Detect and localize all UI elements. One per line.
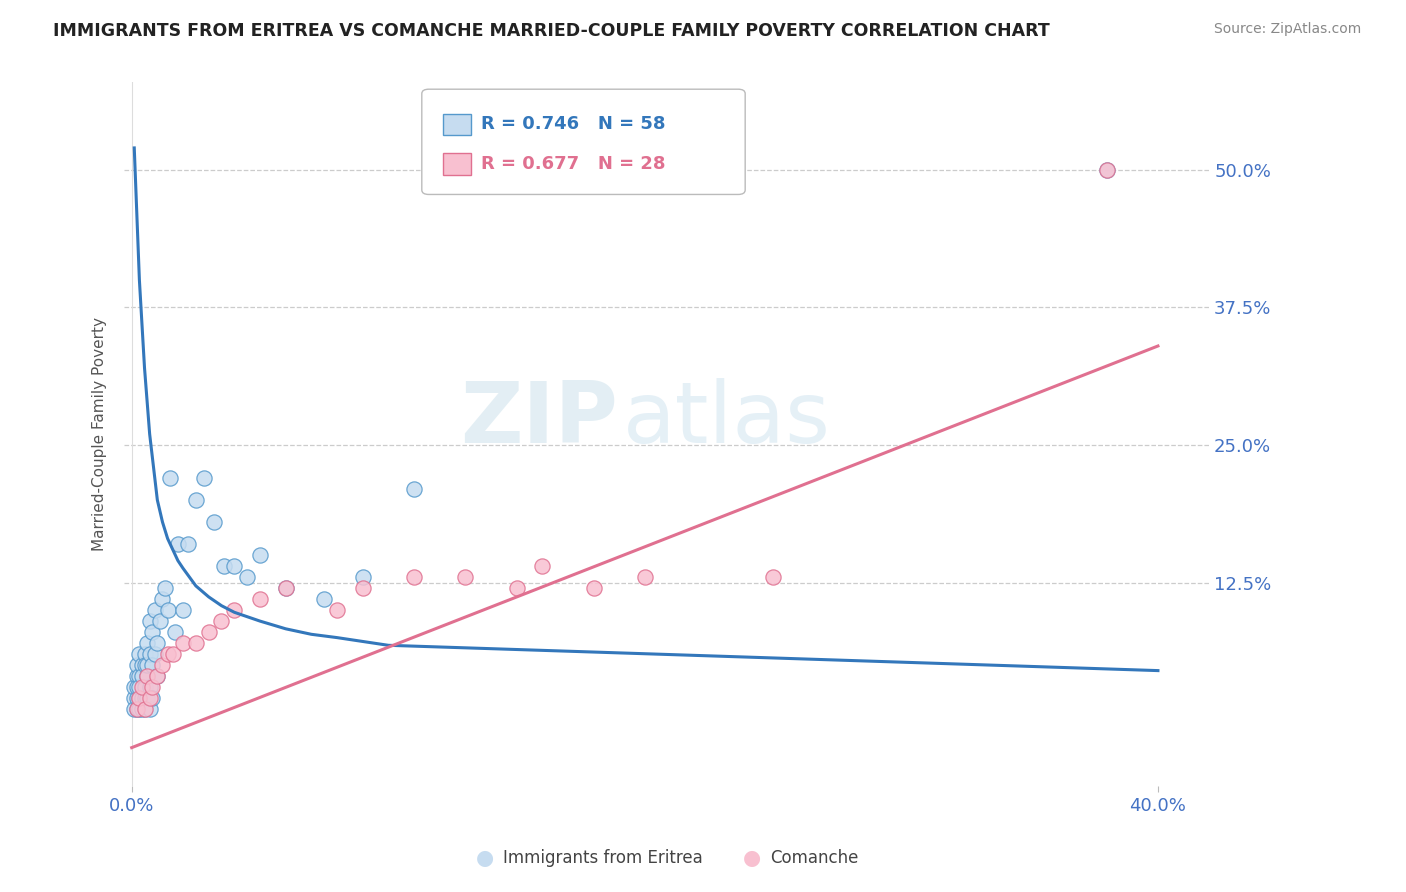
Text: ZIP: ZIP xyxy=(460,378,617,461)
Point xyxy=(141,625,163,640)
Point xyxy=(146,636,169,650)
Point xyxy=(128,691,150,706)
Text: Source: ZipAtlas.com: Source: ZipAtlas.com xyxy=(1213,22,1361,37)
Point xyxy=(634,570,657,584)
Point xyxy=(143,603,166,617)
Point xyxy=(193,471,215,485)
Point xyxy=(136,691,159,706)
Point xyxy=(138,680,160,694)
Point xyxy=(224,559,246,574)
Point xyxy=(131,680,153,694)
Point xyxy=(125,702,148,716)
Y-axis label: Married-Couple Family Poverty: Married-Couple Family Poverty xyxy=(93,317,107,551)
Point xyxy=(1095,163,1118,178)
Point xyxy=(352,581,374,595)
Point xyxy=(128,702,150,716)
Point xyxy=(146,669,169,683)
Point xyxy=(125,669,148,683)
Point xyxy=(249,548,271,562)
Point xyxy=(156,603,179,617)
Point xyxy=(402,482,425,496)
Point xyxy=(125,680,148,694)
Point xyxy=(274,581,297,595)
Point xyxy=(141,691,163,706)
Point xyxy=(152,592,174,607)
Point xyxy=(146,669,169,683)
Point xyxy=(454,570,477,584)
Point xyxy=(136,658,159,673)
Point xyxy=(136,669,159,683)
Text: R = 0.677   N = 28: R = 0.677 N = 28 xyxy=(481,155,665,173)
Point xyxy=(326,603,349,617)
Point xyxy=(138,691,160,706)
Point xyxy=(162,647,184,661)
Point xyxy=(134,658,156,673)
Point xyxy=(352,570,374,584)
Point xyxy=(131,669,153,683)
Point xyxy=(224,603,246,617)
Point xyxy=(131,702,153,716)
Point xyxy=(402,570,425,584)
Point xyxy=(131,691,153,706)
Point xyxy=(172,603,194,617)
Point xyxy=(1095,163,1118,178)
Text: Immigrants from Eritrea: Immigrants from Eritrea xyxy=(503,849,703,867)
Point xyxy=(762,570,785,584)
Point xyxy=(136,636,159,650)
Point xyxy=(202,515,225,529)
Text: R = 0.746   N = 58: R = 0.746 N = 58 xyxy=(481,115,665,134)
Point xyxy=(505,581,527,595)
Point xyxy=(138,702,160,716)
Point xyxy=(131,658,153,673)
Text: ●: ● xyxy=(477,848,494,868)
Point xyxy=(249,592,271,607)
Point xyxy=(122,691,145,706)
Text: IMMIGRANTS FROM ERITREA VS COMANCHE MARRIED-COUPLE FAMILY POVERTY CORRELATION CH: IMMIGRANTS FROM ERITREA VS COMANCHE MARR… xyxy=(53,22,1050,40)
Point xyxy=(197,625,219,640)
Point xyxy=(136,669,159,683)
Point xyxy=(177,537,200,551)
Point xyxy=(152,658,174,673)
Point xyxy=(184,493,207,508)
Point xyxy=(134,680,156,694)
Point xyxy=(138,614,160,628)
Point xyxy=(134,691,156,706)
Point xyxy=(582,581,605,595)
Text: ●: ● xyxy=(744,848,761,868)
Point xyxy=(138,647,160,661)
Point xyxy=(531,559,554,574)
Point xyxy=(128,669,150,683)
Point xyxy=(128,680,150,694)
Point xyxy=(134,647,156,661)
Point xyxy=(314,592,336,607)
Point xyxy=(125,658,148,673)
Point xyxy=(122,702,145,716)
Point xyxy=(153,581,176,595)
Point xyxy=(212,559,235,574)
Point xyxy=(141,658,163,673)
Point xyxy=(128,647,150,661)
Point xyxy=(274,581,297,595)
Text: atlas: atlas xyxy=(623,378,831,461)
Point xyxy=(172,636,194,650)
Point xyxy=(134,702,156,716)
Point xyxy=(167,537,190,551)
Point xyxy=(211,614,233,628)
Point xyxy=(184,636,207,650)
Point xyxy=(125,702,148,716)
Point xyxy=(122,680,145,694)
Point xyxy=(143,647,166,661)
Point xyxy=(128,691,150,706)
Point xyxy=(159,471,181,485)
Point xyxy=(149,614,172,628)
Point xyxy=(156,647,179,661)
Point xyxy=(165,625,187,640)
Point xyxy=(125,691,148,706)
Point xyxy=(141,680,163,694)
Text: Comanche: Comanche xyxy=(770,849,859,867)
Point xyxy=(134,702,156,716)
Point xyxy=(236,570,259,584)
